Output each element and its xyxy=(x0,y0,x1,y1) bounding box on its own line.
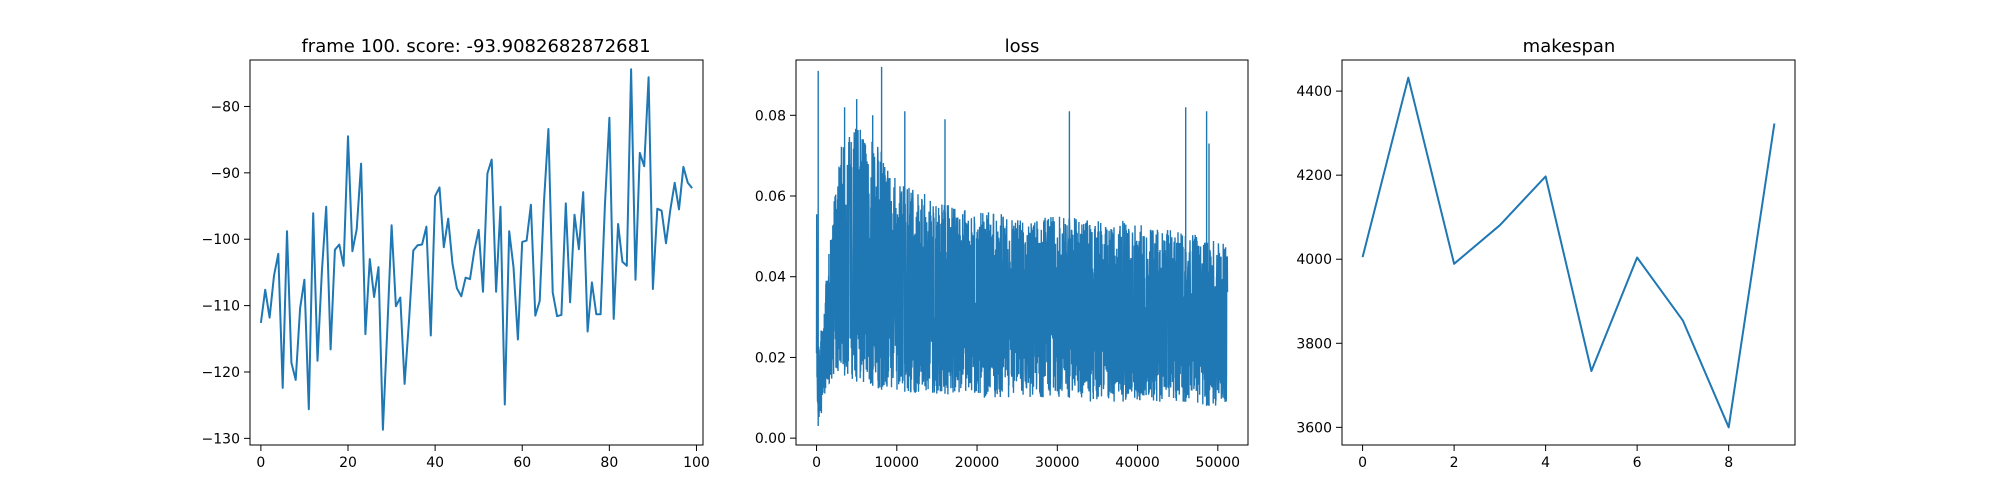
loss-chart-title: loss xyxy=(1005,36,1040,57)
score-xtick-label-5: 100 xyxy=(683,455,710,471)
makespan-chart-title: makespan xyxy=(1523,36,1616,57)
loss-xtick-label-3: 30000 xyxy=(1035,455,1080,471)
loss-xtick-label-4: 40000 xyxy=(1115,455,1160,471)
loss-ytick-label-2: 0.04 xyxy=(755,270,786,286)
score-series-line xyxy=(259,68,693,431)
makespan-ytick-label-0: 3600 xyxy=(1296,420,1332,436)
loss-xtick-label-0: 0 xyxy=(812,455,821,471)
makespan-ytick-label-2: 4000 xyxy=(1296,252,1332,268)
loss-xtick-label-1: 10000 xyxy=(875,455,920,471)
score-axes-frame xyxy=(249,59,704,446)
makespan-xtick-label-4: 8 xyxy=(1724,455,1733,471)
makespan-series-line xyxy=(1361,76,1776,429)
loss-ytick-label-4: 0.08 xyxy=(755,108,786,124)
makespan-ytick-label-4: 4400 xyxy=(1296,84,1332,100)
makespan-xtick-label-3: 6 xyxy=(1633,455,1642,471)
score-ytick-label-3: −100 xyxy=(202,232,240,248)
score-ytick-label-0: −130 xyxy=(202,431,240,447)
makespan-xtick-label-2: 4 xyxy=(1541,455,1550,471)
loss-plot-area: 0 10000 20000 30000 40000 50000 0.00 0.02 0.04 0.… xyxy=(755,66,1241,471)
score-ytick-label-4: −90 xyxy=(210,166,240,182)
makespan-ytick-label-3: 4200 xyxy=(1296,168,1332,184)
loss-series-line xyxy=(815,66,1229,426)
makespan-plot-area: 0 2 4 6 8 3600 3800 4000 4200 4400 xyxy=(1296,76,1776,471)
score-plot-area: 0 20 40 60 80 100 −130 −120 −110 −100 −90 −80 xyxy=(202,68,710,471)
loss-xtick-label-5: 50000 xyxy=(1196,455,1241,471)
loss-chart: loss 0 10000 20000 30000 40000 500000.000.020… xyxy=(755,36,1249,471)
loss-ytick-label-3: 0.06 xyxy=(755,189,786,205)
score-chart: frame 100. score: -93.9082682872681 0 20 4… xyxy=(202,36,710,471)
score-chart-title: frame 100. score: -93.9082682872681 xyxy=(301,36,650,57)
score-ytick-label-2: −110 xyxy=(202,299,240,315)
score-xtick-label-2: 40 xyxy=(426,455,444,471)
makespan-xtick-label-1: 2 xyxy=(1450,455,1459,471)
loss-ytick-label-0: 0.00 xyxy=(755,431,786,447)
score-ytick-label-1: −120 xyxy=(202,365,240,381)
loss-ytick-label-1: 0.02 xyxy=(755,350,786,366)
score-xtick-label-3: 60 xyxy=(513,455,531,471)
score-ytick-label-5: −80 xyxy=(210,99,240,115)
makespan-xtick-label-0: 0 xyxy=(1358,455,1367,471)
loss-xtick-label-2: 20000 xyxy=(955,455,1000,471)
score-xtick-label-1: 20 xyxy=(339,455,357,471)
makespan-axes-frame xyxy=(1341,59,1796,446)
score-xtick-label-0: 0 xyxy=(256,455,265,471)
score-xtick-label-4: 80 xyxy=(600,455,618,471)
loss-axes-frame xyxy=(795,59,1249,446)
makespan-ytick-label-1: 3800 xyxy=(1296,336,1332,352)
makespan-chart: makespan 0 2 4 6 8 3600 3800 4000 4200 4400 xyxy=(1296,36,1796,471)
